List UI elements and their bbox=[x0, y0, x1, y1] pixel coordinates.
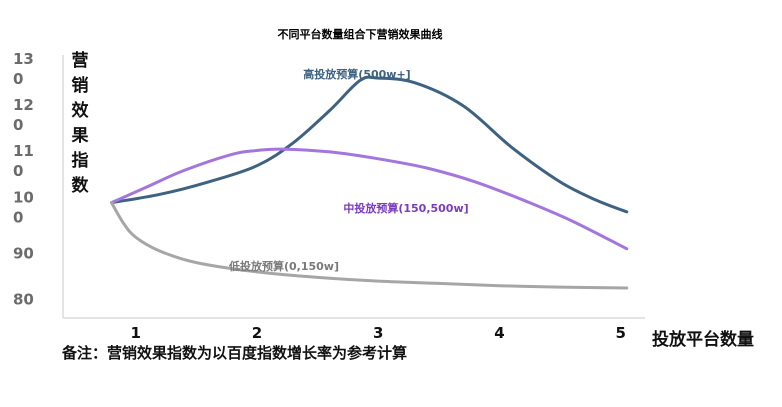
series-line-high-budget bbox=[110, 75, 629, 214]
series-label-high-budget: 高投放预算(500w+] bbox=[303, 67, 410, 81]
series-line-low-budget bbox=[110, 201, 629, 290]
x-tick-label: 3 bbox=[373, 324, 383, 342]
y-tick-label: 10 bbox=[13, 188, 34, 206]
x-axis-label: 投放平台数量 bbox=[652, 329, 754, 350]
y-tick-label: 80 bbox=[13, 291, 34, 309]
series-label-mid-budget: 中投放预算(150,500w] bbox=[343, 201, 468, 215]
y-axis-label-char: 果 bbox=[72, 126, 89, 146]
y-tick-label: 12 bbox=[13, 96, 34, 114]
x-tick-label: 2 bbox=[252, 324, 262, 342]
series-lines bbox=[110, 75, 629, 290]
y-tick-label: 13 bbox=[13, 50, 34, 68]
x-tick-label: 1 bbox=[131, 324, 141, 342]
y-tick-label: 90 bbox=[13, 244, 34, 262]
y-tick-label: 0 bbox=[13, 116, 23, 134]
y-tick-label: 0 bbox=[13, 70, 23, 88]
series-line-mid-budget bbox=[110, 147, 629, 251]
y-axis-label-char: 数 bbox=[72, 175, 90, 196]
y-axis-label-char: 效 bbox=[72, 100, 89, 121]
series-label-low-budget: 低投放预算(0,150w] bbox=[228, 259, 339, 273]
x-axis-ticks: 1 2 3 4 5 bbox=[131, 324, 626, 342]
y-axis-label: 营销效果指数 bbox=[72, 50, 90, 196]
x-tick-label: 5 bbox=[616, 324, 626, 342]
chart-title: 不同平台数量组合下营销效果曲线 bbox=[278, 27, 443, 41]
x-tick-label: 4 bbox=[494, 324, 504, 342]
y-tick-label: 0 bbox=[13, 208, 23, 226]
y-tick-label: 0 bbox=[13, 162, 23, 180]
y-axis-label-char: 指 bbox=[72, 150, 89, 171]
chart-note: 备注：营销效果指数为以百度指数增长率为参考计算 bbox=[61, 344, 407, 362]
y-axis-label-char: 销 bbox=[72, 75, 89, 96]
y-axis-label-char: 营 bbox=[72, 50, 89, 71]
y-tick-label: 11 bbox=[13, 142, 34, 160]
